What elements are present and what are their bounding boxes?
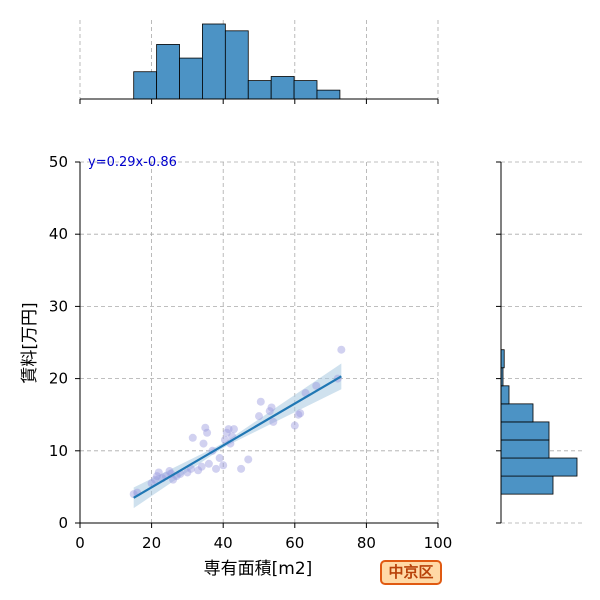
scatter-point xyxy=(194,466,203,475)
x-histogram xyxy=(79,20,439,104)
y-tick-label: 50 xyxy=(49,153,68,171)
top-hist-bar xyxy=(133,71,158,100)
y-tick-label: 0 xyxy=(58,514,68,532)
y-axis-label: 賃料[万円] xyxy=(20,302,40,383)
y-tick-label: 20 xyxy=(49,370,68,388)
scatter-point xyxy=(229,425,238,434)
top-hist-bar xyxy=(316,89,341,100)
scatter-point xyxy=(244,455,253,464)
scatter-point xyxy=(188,433,197,442)
right-hist-bar xyxy=(500,475,554,495)
y-tick-label: 30 xyxy=(49,297,68,315)
confidence-band-area xyxy=(133,363,342,509)
y-tick-label: 10 xyxy=(49,442,68,460)
scatter-point xyxy=(154,468,163,477)
regression-line xyxy=(133,375,342,499)
scatter-point xyxy=(237,464,246,473)
confidence-band xyxy=(133,363,342,509)
scatter-point xyxy=(222,428,231,437)
grid xyxy=(79,161,439,524)
scatter-point xyxy=(337,345,346,354)
right-hist-bar xyxy=(500,457,578,477)
top-hist-bar xyxy=(179,57,203,100)
x-axis-label: 専有面積[m2] xyxy=(204,559,313,579)
top-hist-bar xyxy=(293,80,318,100)
x-tick-label: 20 xyxy=(142,534,161,552)
scatter-point xyxy=(265,407,274,416)
scatter-point xyxy=(215,454,224,463)
x-tick-label: 0 xyxy=(75,534,85,552)
x-tick-label: 60 xyxy=(285,534,304,552)
scatter-point xyxy=(256,397,265,406)
right-hist-bar xyxy=(500,439,550,459)
top-hist-bar xyxy=(247,80,272,100)
scatter-point xyxy=(290,421,299,430)
scatter-point xyxy=(197,462,206,471)
scatter-point xyxy=(183,468,192,477)
scatter-points xyxy=(129,345,346,499)
regression-line-path xyxy=(133,375,342,499)
scatter-point xyxy=(201,423,210,432)
right-hist-bar xyxy=(500,403,534,423)
scatter-point xyxy=(267,403,276,412)
scatter-point xyxy=(255,412,263,421)
scatter-point xyxy=(204,459,213,468)
scatter-point xyxy=(169,475,178,484)
y-tick-label: 40 xyxy=(49,225,68,243)
scatter-point xyxy=(269,417,278,426)
regression-equation: y=0.29x-0.86 xyxy=(88,155,177,170)
scatter-point xyxy=(186,464,195,473)
scatter-point xyxy=(203,428,212,437)
top-hist-bar xyxy=(224,30,249,100)
ward-badge: 中京区 xyxy=(380,560,442,585)
scatter-point xyxy=(199,439,208,448)
top-hist-bar xyxy=(270,76,295,100)
x-tick-label: 40 xyxy=(214,534,233,552)
scatter-point xyxy=(151,475,160,484)
scatter-point xyxy=(224,425,233,434)
scatter-point xyxy=(212,464,221,473)
y-histogram xyxy=(496,161,585,524)
top-hist-bar xyxy=(202,23,226,100)
axes: 0 20 40 60 80 100 0 10 20 30 40 50 xyxy=(49,153,452,552)
scatter-point xyxy=(165,467,174,476)
scatter-point xyxy=(296,409,305,418)
top-hist-bar xyxy=(156,44,180,100)
scatter-point xyxy=(152,472,161,481)
right-hist-bar xyxy=(500,385,510,405)
scatter-point xyxy=(219,461,228,470)
x-tick-label: 100 xyxy=(424,534,453,552)
right-hist-bar xyxy=(500,421,550,441)
scatter-point xyxy=(294,410,303,419)
x-tick-label: 80 xyxy=(357,534,376,552)
scatter-point xyxy=(312,381,321,390)
